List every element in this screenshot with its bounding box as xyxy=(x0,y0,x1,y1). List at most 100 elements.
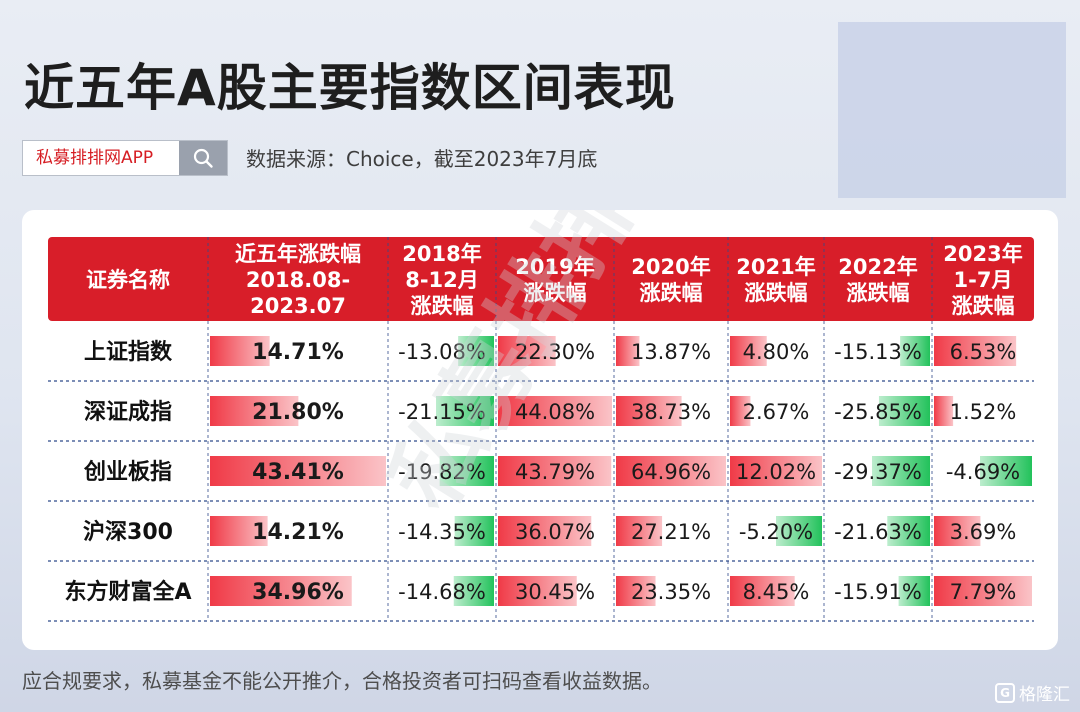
data-label: -25.85% xyxy=(834,400,922,424)
row-label: 深证成指 xyxy=(84,400,172,425)
data-bar xyxy=(458,336,494,366)
data-bar xyxy=(454,516,494,546)
column-header: 涨跌幅 xyxy=(745,281,808,305)
data-bar xyxy=(934,516,981,546)
data-bar xyxy=(898,576,930,606)
column-header: 2022年 xyxy=(838,255,917,279)
data-label: 34.96% xyxy=(252,580,344,605)
row-label: 沪深300 xyxy=(83,519,173,545)
data-label: -14.35% xyxy=(398,520,486,544)
data-bar xyxy=(730,576,795,606)
performance-table: 证券名称近五年涨跌幅2018.08-2023.072018年8-12月涨跌幅20… xyxy=(48,237,1034,622)
search-box[interactable]: 私募排排网APP xyxy=(22,140,228,176)
data-label: 1.52% xyxy=(950,400,1017,424)
row-label: 东方财富全A xyxy=(64,579,191,605)
data-label: -5.20% xyxy=(739,520,813,544)
column-header: 8-12月 xyxy=(405,268,479,292)
data-label: 43.79% xyxy=(515,460,595,484)
data-bar xyxy=(210,456,386,486)
data-label: 23.35% xyxy=(631,580,711,604)
column-header: 1-7月 xyxy=(954,268,1013,292)
logo-text: 格隆汇 xyxy=(1019,685,1070,705)
data-bar xyxy=(900,336,930,366)
data-bar xyxy=(616,396,682,426)
row-label: 创业板指 xyxy=(83,460,172,485)
table-card: 证券名称 近五年涨跌幅 2018.08- 2023.07 2018年 8-12月 涨跌幅 20… xyxy=(22,210,1058,650)
data-bar xyxy=(453,576,494,606)
data-label: 2.67% xyxy=(743,400,810,424)
data-label: 3.69% xyxy=(950,520,1017,544)
data-bar xyxy=(872,456,930,486)
column-header: 涨跌幅 xyxy=(640,281,703,305)
data-bar xyxy=(934,576,1032,606)
row-label: 上证指数 xyxy=(84,339,173,365)
brand-logo: G 格隆汇 xyxy=(995,680,1070,705)
data-bar xyxy=(616,456,726,486)
column-header: 2021年 xyxy=(736,255,815,279)
column-header: 2023年 xyxy=(943,242,1022,266)
data-bar xyxy=(498,336,556,366)
data-label: 38.73% xyxy=(631,400,711,424)
data-bar xyxy=(887,516,930,546)
data-bar xyxy=(616,516,663,546)
column-header: 2020年 xyxy=(631,255,710,279)
logo-mark-icon: G xyxy=(995,682,1015,703)
data-label: 4.80% xyxy=(743,340,810,364)
data-label: 14.21% xyxy=(252,520,344,545)
data-bar xyxy=(616,576,656,606)
data-bar xyxy=(730,456,822,486)
column-header: 2018年 xyxy=(402,242,481,266)
data-bar xyxy=(934,336,1017,366)
data-bar xyxy=(498,396,612,426)
data-bar xyxy=(934,396,954,426)
data-label: -19.82% xyxy=(398,460,486,484)
data-bar xyxy=(616,336,640,366)
data-bar xyxy=(878,396,930,426)
data-bar xyxy=(210,396,299,426)
compliance-footer: 应合规要求，私募基金不能公开推介，合格投资者可扫码查看收益数据。 xyxy=(22,669,662,693)
data-label: 13.87% xyxy=(631,340,711,364)
data-label: 30.45% xyxy=(515,580,595,604)
page-title: 近五年A股主要指数区间表现 xyxy=(24,59,676,117)
search-icon[interactable] xyxy=(179,141,227,175)
data-label: -29.37% xyxy=(834,460,922,484)
column-header: 2023.07 xyxy=(250,294,346,318)
data-bar xyxy=(498,516,592,546)
column-header: 近五年涨跌幅 xyxy=(235,242,361,266)
data-label: 6.53% xyxy=(950,340,1017,364)
column-header: 2019年 xyxy=(515,255,594,279)
data-label: -4.69% xyxy=(946,460,1020,484)
data-label: 43.41% xyxy=(252,460,344,485)
column-header: 涨跌幅 xyxy=(847,281,910,305)
data-bar xyxy=(436,396,494,426)
data-bar xyxy=(439,456,494,486)
data-bar xyxy=(498,456,612,486)
data-label: -21.15% xyxy=(398,400,486,424)
data-label: -13.08% xyxy=(398,340,486,364)
data-bar xyxy=(210,576,352,606)
data-label: 44.08% xyxy=(515,400,595,424)
data-label: 21.80% xyxy=(252,400,344,425)
data-label: -14.68% xyxy=(398,580,486,604)
data-bar xyxy=(730,336,767,366)
data-bar xyxy=(498,576,577,606)
data-bar xyxy=(730,396,751,426)
data-label: 7.79% xyxy=(950,580,1017,604)
data-label: 14.71% xyxy=(252,340,344,365)
data-bar xyxy=(210,336,270,366)
search-text: 私募排排网APP xyxy=(36,148,154,168)
data-label: 64.96% xyxy=(631,460,711,484)
column-header: 证券名称 xyxy=(86,268,170,292)
column-header: 涨跌幅 xyxy=(411,294,474,318)
data-label: -15.13% xyxy=(834,340,922,364)
column-header: 涨跌幅 xyxy=(524,281,587,305)
data-label: 12.02% xyxy=(736,460,816,484)
data-bar xyxy=(210,516,268,546)
data-label: -21.63% xyxy=(834,520,922,544)
decorative-panel xyxy=(838,22,1066,198)
column-header: 涨跌幅 xyxy=(952,294,1015,318)
data-bar xyxy=(776,516,822,546)
data-label: 36.07% xyxy=(515,520,595,544)
data-label: 8.45% xyxy=(743,580,810,604)
data-label: 22.30% xyxy=(515,340,595,364)
